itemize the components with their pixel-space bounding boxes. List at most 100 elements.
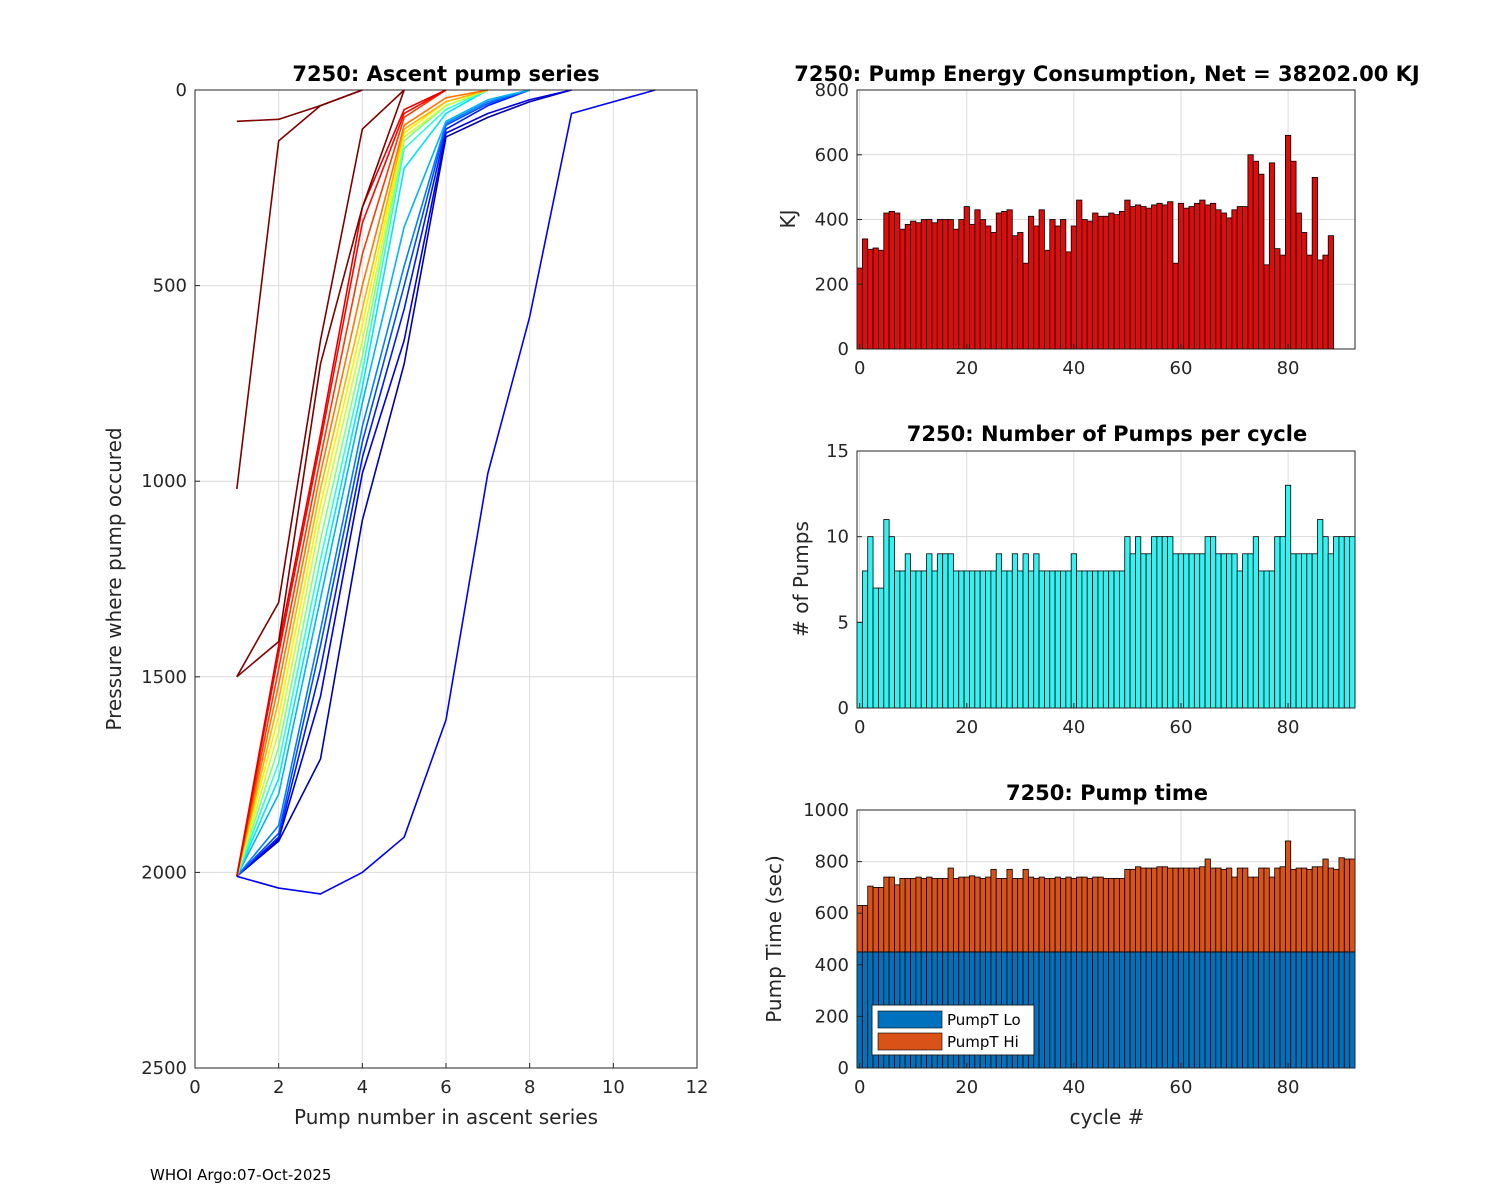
bar — [1156, 202, 1163, 350]
y-tick-label: 400 — [815, 210, 849, 231]
bar-hi — [1081, 876, 1088, 953]
bar — [1118, 211, 1126, 350]
bar — [1044, 249, 1051, 350]
bar — [1258, 173, 1265, 350]
bar-hi — [1274, 867, 1281, 953]
bar — [1226, 553, 1233, 709]
bar — [872, 587, 879, 709]
bar-hi — [974, 876, 981, 953]
bar-lo — [1054, 951, 1061, 1069]
ascent-series-line — [236, 89, 489, 877]
bar-hi — [931, 877, 938, 953]
bar-lo — [1215, 951, 1222, 1069]
bar — [947, 553, 954, 709]
bar — [942, 219, 949, 350]
bar — [1065, 251, 1072, 350]
x-tick-label: 10 — [602, 1077, 625, 1098]
bar-hi — [1113, 877, 1120, 953]
bar-hi — [1327, 867, 1334, 953]
ascent-series-line — [236, 89, 530, 877]
bar-hi — [1070, 877, 1077, 953]
bar — [1177, 202, 1185, 350]
bar-lo — [1081, 951, 1088, 1069]
bar-lo — [1118, 951, 1126, 1069]
bar-hi — [936, 877, 944, 953]
bar-hi — [1252, 876, 1260, 953]
bar — [963, 570, 970, 709]
bar — [1054, 570, 1061, 709]
bar — [888, 536, 895, 709]
bar — [1038, 209, 1045, 350]
bar — [1060, 570, 1067, 709]
bar-lo — [1172, 951, 1179, 1069]
ascent-axes-box — [194, 89, 698, 1069]
bar — [1151, 204, 1158, 350]
bar — [936, 219, 944, 350]
bar-lo — [856, 951, 863, 1069]
bar — [1006, 570, 1013, 709]
bar-lo — [1097, 951, 1104, 1069]
bar-hi — [1306, 868, 1313, 953]
bar — [1017, 570, 1024, 709]
bar — [1092, 212, 1099, 350]
bar — [969, 570, 976, 709]
bar — [1311, 553, 1318, 709]
pumps-plot: 7250: Number of Pumps per cycle 0 20 40 60 8… — [789, 422, 1356, 738]
ascent-grid — [194, 89, 698, 1069]
bar-lo — [1252, 951, 1260, 1069]
bar — [915, 570, 922, 709]
bar — [915, 222, 922, 350]
bar-hi — [1236, 867, 1243, 953]
bar-hi — [1044, 877, 1051, 953]
bar-hi — [1049, 877, 1056, 953]
bar-lo — [1038, 951, 1045, 1069]
bar — [1027, 215, 1035, 350]
bar-hi — [1167, 867, 1174, 953]
bar — [904, 223, 911, 350]
energy-ylabel: KJ — [776, 209, 800, 228]
bar-hi — [1027, 876, 1035, 953]
bar — [920, 219, 928, 350]
bar-lo — [1193, 951, 1201, 1069]
bar — [1156, 536, 1163, 709]
bar — [1236, 570, 1243, 709]
bar — [1097, 570, 1104, 709]
bar — [1327, 235, 1334, 350]
bar-lo — [1268, 951, 1276, 1069]
bar — [872, 247, 879, 350]
bar — [1263, 264, 1270, 350]
bar-hi — [861, 905, 869, 953]
y-tick-label: 200 — [815, 1006, 849, 1027]
bar-hi — [1210, 867, 1217, 953]
bar-hi — [1086, 877, 1094, 953]
bar — [904, 553, 911, 709]
bar — [1290, 553, 1297, 709]
bar — [1124, 199, 1131, 350]
ascent-series-line — [236, 89, 530, 877]
x-tick-label: 0 — [854, 1077, 865, 1098]
bar-lo — [1327, 951, 1334, 1069]
bar — [1306, 254, 1313, 350]
bar — [1049, 570, 1056, 709]
bar-lo — [1070, 951, 1077, 1069]
footer-stamp: WHOI Argo:07-Oct-2025 — [150, 1166, 332, 1184]
bar-hi — [1129, 868, 1136, 953]
bar-lo — [1065, 951, 1072, 1069]
bar — [947, 219, 954, 350]
bar — [1311, 177, 1318, 350]
y-tick-label: 2500 — [141, 1058, 187, 1079]
bar — [1135, 536, 1142, 709]
bar — [1284, 484, 1292, 709]
bar — [1145, 207, 1152, 350]
legend-label-lo: PumpT Lo — [947, 1011, 1021, 1029]
bar — [910, 570, 917, 709]
bar — [1102, 215, 1110, 350]
bar-hi — [867, 885, 874, 953]
bar-lo — [1156, 951, 1163, 1069]
bar — [1188, 553, 1195, 709]
bar-hi — [1054, 876, 1061, 953]
energy-title: 7250: Pump Energy Consumption, Net = 382… — [794, 62, 1419, 86]
bar-hi — [1172, 867, 1179, 953]
bar — [1349, 536, 1356, 709]
